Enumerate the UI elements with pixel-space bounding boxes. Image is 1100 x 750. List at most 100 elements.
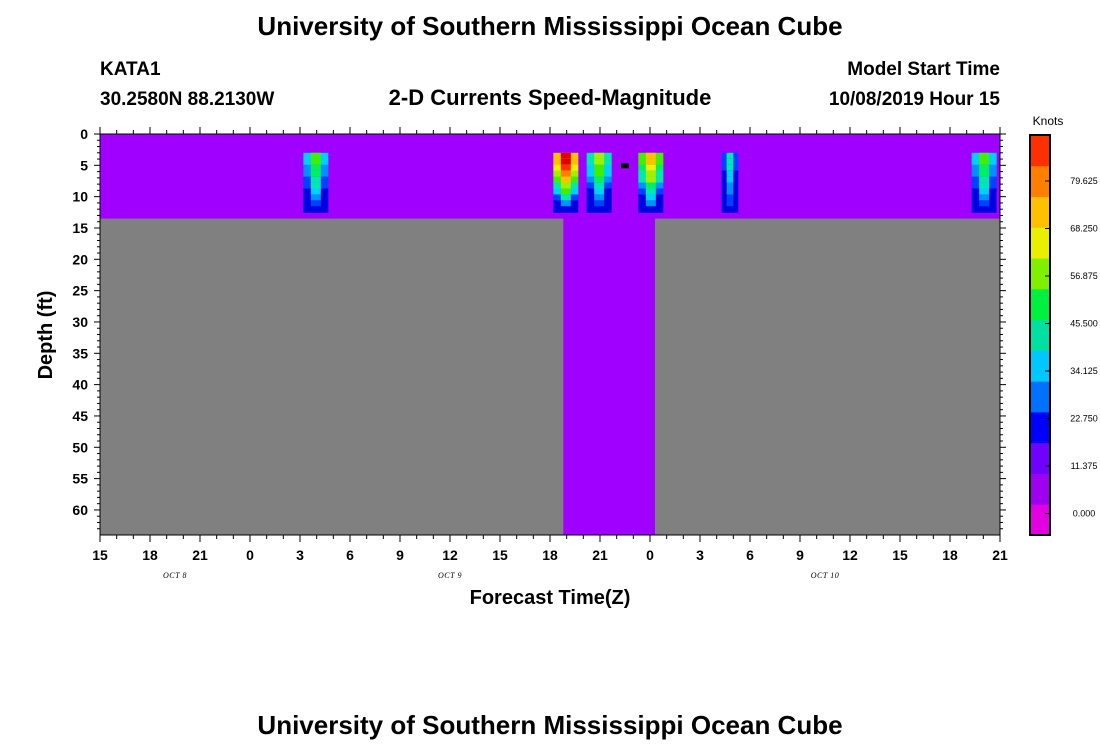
heatmap-cell <box>310 182 321 190</box>
x-tick-label: 21 <box>592 547 608 563</box>
x-tick-label: 18 <box>142 547 158 563</box>
y-tick-label: 15 <box>72 220 88 236</box>
heatmap-cell <box>979 182 990 190</box>
colorbar-unit: Knots <box>1033 114 1064 128</box>
heatmap-cell <box>560 170 571 178</box>
heatmap-cell <box>310 164 321 172</box>
x-tick-label: 12 <box>842 547 858 563</box>
heatmap-cell <box>310 158 321 166</box>
heatmap-cell <box>979 206 990 213</box>
heatmap-cell <box>310 194 321 201</box>
heatmap-cell <box>726 164 734 172</box>
colorbar-segment <box>1030 319 1050 351</box>
colorbar-segment <box>1030 196 1050 228</box>
heatmap-cell <box>645 182 656 190</box>
x-tick-label: 0 <box>646 547 654 563</box>
heatmap-cell <box>979 188 990 195</box>
day-labels: OCT 8 OCT 9 OCT 10 <box>163 571 839 580</box>
x-tick-label: 18 <box>542 547 558 563</box>
heatmap-cell <box>645 194 656 201</box>
heatmap-cell <box>560 182 571 190</box>
heatmap-cell <box>560 200 571 207</box>
x-tick-label: 18 <box>942 547 958 563</box>
heatmap-cell <box>310 170 321 178</box>
heatmap-cell <box>594 188 605 195</box>
colorbar-tick-label: 45.500 <box>1070 319 1098 329</box>
heatmap-cell <box>979 152 990 160</box>
heatmap-cell <box>645 176 656 184</box>
x-axis-label: Forecast Time(Z) <box>470 587 631 609</box>
colorbar-tick-label: 11.375 <box>1071 461 1098 471</box>
day-label: OCT 8 <box>163 571 187 580</box>
heatmap-cell <box>645 152 656 160</box>
heatmap-cell <box>726 200 734 207</box>
heatmap-cell <box>594 152 605 160</box>
x-tick-label: 3 <box>296 547 304 563</box>
x-tick-label: 6 <box>346 547 354 563</box>
colorbar-segment <box>1030 227 1050 259</box>
colorbar: 79.625 68.250 56.875 45.500 34.125 22.750 11.3… <box>1029 134 1098 536</box>
x-tick-label: 3 <box>696 547 704 563</box>
heatmap-plot-area <box>100 134 1000 535</box>
x-tick-label: 9 <box>396 547 404 563</box>
heatmap-cell <box>310 206 321 213</box>
colorbar-tick-label: 68.250 <box>1070 224 1098 234</box>
colorbar-segment <box>1030 381 1050 413</box>
y-tick-label: 40 <box>72 377 88 393</box>
heatmap-cell <box>560 194 571 201</box>
heatmap-cell <box>726 194 734 201</box>
y-tick-label: 10 <box>72 189 88 205</box>
heatmap-cell <box>594 194 605 201</box>
heatmap-cell <box>645 158 656 166</box>
heatmap-cell <box>560 152 571 160</box>
y-tick-label: 0 <box>80 126 88 142</box>
heatmap-cell <box>726 206 734 213</box>
heatmap-cell <box>594 182 605 190</box>
colorbar-segment <box>1030 350 1050 382</box>
station-coords: 30.2580N 88.2130W <box>100 89 274 110</box>
heatmap-cell <box>979 194 990 201</box>
heatmap-cell <box>594 164 605 172</box>
y-tick-label: 30 <box>72 314 88 330</box>
heatmap-cell <box>594 176 605 184</box>
colorbar-segment <box>1030 288 1050 321</box>
heatmap-cell <box>560 164 571 172</box>
model-start-value: 10/08/2019 Hour 15 <box>829 89 1001 110</box>
colorbar-segment <box>1030 135 1050 167</box>
heatmap-cell <box>645 188 656 195</box>
heatmap-cell <box>726 170 734 178</box>
colorbar-segment <box>1030 504 1050 536</box>
heatmap-cell <box>979 170 990 178</box>
heatmap-cell <box>310 152 321 160</box>
heatmap-cell <box>560 158 571 166</box>
heatmap-cell <box>979 158 990 166</box>
colorbar-tick-label: 79.625 <box>1070 176 1098 186</box>
y-tick-label: 55 <box>72 471 88 487</box>
heatmap-cell <box>594 170 605 178</box>
heatmap-cells <box>303 152 997 213</box>
x-tick-label: 15 <box>892 547 908 563</box>
heatmap-cell <box>560 188 571 195</box>
no-data-region <box>100 218 564 535</box>
y-tick-label: 45 <box>72 408 88 424</box>
heatmap-cell <box>726 188 734 195</box>
heatmap-cell <box>310 176 321 184</box>
heatmap-cell <box>726 152 734 160</box>
no-data-region <box>655 218 1000 535</box>
y-tick-label: 60 <box>72 502 88 518</box>
footer-title: University of Southern Mississippi Ocean… <box>257 710 842 740</box>
heatmap-cell <box>726 176 734 184</box>
colorbar-segment <box>1030 411 1050 444</box>
y-tick-label: 5 <box>80 157 88 173</box>
colorbar-tick-label: 22.750 <box>1070 414 1098 424</box>
x-tick-label: 21 <box>992 547 1008 563</box>
colorbar-tick-label: 56.875 <box>1070 271 1098 281</box>
colorbar-segment <box>1030 165 1050 198</box>
x-tick-label: 0 <box>246 547 254 563</box>
heatmap-cell <box>979 164 990 172</box>
x-tick-label: 12 <box>442 547 458 563</box>
y-tick-label: 35 <box>72 345 88 361</box>
colorbar-tick-label: 0.000 <box>1073 509 1096 519</box>
y-axis: 0 5 10 15 20 25 30 35 40 45 50 55 60 <box>72 126 1006 530</box>
colorbar-segment <box>1030 442 1050 474</box>
